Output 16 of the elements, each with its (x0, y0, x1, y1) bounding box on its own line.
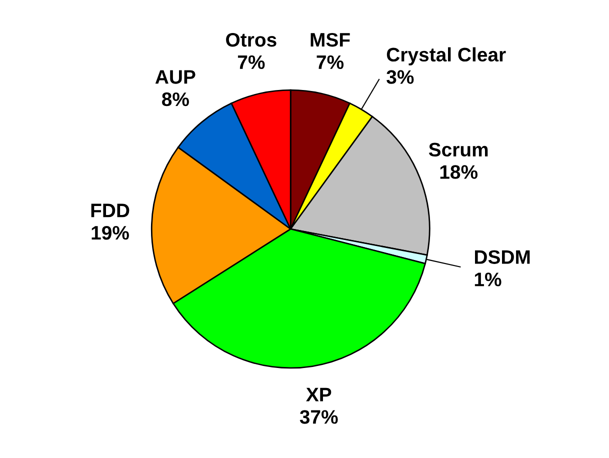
data-label: 7% (316, 55, 344, 70)
slice-label: DSDM (475, 250, 530, 264)
data-label: 37% (300, 410, 338, 424)
data-label: 1% (474, 272, 502, 286)
slice-label: AUP (155, 70, 196, 84)
slice-label: Otros (226, 32, 276, 47)
slice-label: XP (306, 388, 332, 402)
data-label: 3% (386, 70, 414, 84)
slice-label: FDD (91, 204, 130, 218)
slice-label: Crystal Clear (386, 47, 506, 66)
data-label: 7% (238, 55, 265, 70)
data-label: 18% (440, 165, 478, 179)
data-label: 8% (162, 92, 189, 106)
data-label: 19% (92, 226, 129, 240)
slice-label: Scrum (428, 142, 488, 157)
slice-label: MSF (310, 32, 350, 47)
